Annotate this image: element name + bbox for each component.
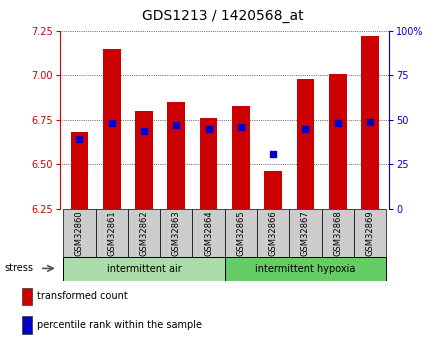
FancyBboxPatch shape bbox=[289, 209, 322, 257]
Point bbox=[366, 119, 373, 125]
Bar bbox=[296, 79, 314, 209]
Bar bbox=[71, 132, 88, 209]
Point bbox=[237, 124, 244, 130]
Text: GSM32869: GSM32869 bbox=[365, 210, 375, 256]
Point bbox=[76, 137, 83, 142]
FancyBboxPatch shape bbox=[225, 257, 386, 281]
Point bbox=[173, 122, 180, 128]
FancyBboxPatch shape bbox=[63, 257, 225, 281]
Text: GSM32861: GSM32861 bbox=[107, 210, 116, 256]
Bar bbox=[103, 49, 121, 209]
Point bbox=[205, 126, 212, 131]
Point bbox=[141, 128, 148, 133]
FancyBboxPatch shape bbox=[63, 209, 96, 257]
Point bbox=[108, 121, 115, 126]
Text: GSM32860: GSM32860 bbox=[75, 210, 84, 256]
Text: GSM32868: GSM32868 bbox=[333, 210, 342, 256]
Text: intermittent hypoxia: intermittent hypoxia bbox=[255, 264, 356, 274]
Bar bbox=[200, 118, 218, 209]
Text: intermittent air: intermittent air bbox=[107, 264, 182, 274]
FancyBboxPatch shape bbox=[322, 209, 354, 257]
FancyBboxPatch shape bbox=[192, 209, 225, 257]
Text: percentile rank within the sample: percentile rank within the sample bbox=[36, 319, 202, 329]
Point bbox=[302, 126, 309, 131]
Bar bbox=[361, 36, 379, 209]
Bar bbox=[22, 288, 32, 305]
Text: GSM32864: GSM32864 bbox=[204, 210, 213, 256]
Text: stress: stress bbox=[4, 264, 33, 273]
Text: GSM32865: GSM32865 bbox=[236, 210, 245, 256]
Point bbox=[270, 151, 277, 156]
Bar bbox=[232, 106, 250, 209]
Text: GSM32862: GSM32862 bbox=[140, 210, 149, 256]
FancyBboxPatch shape bbox=[96, 209, 128, 257]
Bar bbox=[264, 171, 282, 209]
Bar bbox=[22, 316, 32, 334]
Text: GDS1213 / 1420568_at: GDS1213 / 1420568_at bbox=[142, 9, 303, 23]
FancyBboxPatch shape bbox=[160, 209, 192, 257]
FancyBboxPatch shape bbox=[354, 209, 386, 257]
Point bbox=[334, 121, 341, 126]
Bar bbox=[329, 74, 347, 209]
FancyBboxPatch shape bbox=[128, 209, 160, 257]
Text: transformed count: transformed count bbox=[36, 292, 127, 302]
Text: GSM32866: GSM32866 bbox=[269, 210, 278, 256]
Bar bbox=[167, 102, 185, 209]
Bar bbox=[135, 111, 153, 209]
FancyBboxPatch shape bbox=[225, 209, 257, 257]
Text: GSM32867: GSM32867 bbox=[301, 210, 310, 256]
FancyBboxPatch shape bbox=[257, 209, 289, 257]
Text: GSM32863: GSM32863 bbox=[172, 210, 181, 256]
